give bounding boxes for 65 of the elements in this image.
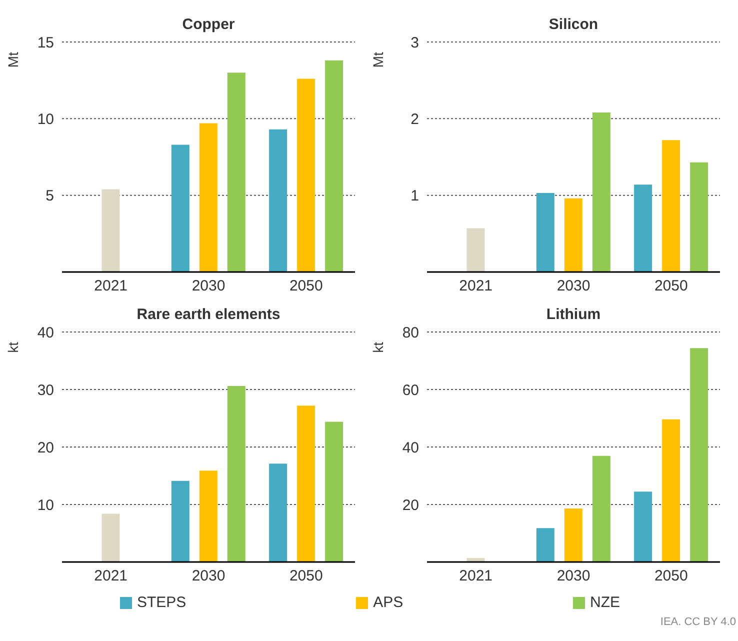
bar — [269, 129, 288, 272]
text: IEA. CC BY 4.0 — [660, 616, 736, 628]
bar — [199, 123, 218, 272]
y-tick-label: 40 — [37, 324, 54, 342]
bar — [564, 198, 582, 272]
bar — [466, 228, 485, 272]
y-tick-label: 20 — [37, 439, 54, 456]
x-tick-label: 2030 — [192, 278, 226, 295]
bar — [662, 140, 680, 272]
legend-label: NZE — [590, 594, 620, 611]
y-tick-label: 30 — [37, 382, 54, 399]
y-tick-label: 3 — [410, 34, 419, 52]
bar — [564, 508, 582, 562]
chart-title: Silicon — [548, 16, 600, 33]
bar — [199, 470, 218, 562]
bar — [325, 60, 344, 272]
bar — [592, 456, 610, 562]
y-tick-label: 10 — [37, 496, 54, 514]
bar — [662, 419, 680, 562]
bar — [297, 78, 316, 272]
y-tick-label: 1 — [410, 188, 419, 205]
bar — [634, 492, 652, 562]
x-tick-label: 2021 — [459, 568, 493, 585]
chart-title: Lithium — [545, 306, 602, 323]
bar — [536, 528, 554, 562]
bar — [269, 464, 288, 562]
bar — [634, 184, 652, 272]
bar — [690, 162, 708, 272]
y-tick-label: 60 — [402, 382, 419, 399]
x-tick-label: 2030 — [556, 568, 590, 585]
x-tick-label: 2050 — [654, 568, 688, 585]
x-tick-label: 2050 — [289, 568, 323, 585]
x-tick-label: 2021 — [94, 278, 128, 295]
bar — [227, 386, 246, 562]
bar — [102, 514, 120, 562]
y-axis-title: Mt — [370, 52, 386, 68]
legend-label: APS — [373, 594, 404, 611]
y-tick-label: 80 — [402, 324, 419, 342]
x-tick-label: 2050 — [289, 278, 323, 295]
bar — [592, 112, 610, 272]
bar — [536, 193, 554, 272]
y-tick-label: 2 — [410, 110, 419, 128]
y-axis-title: kt — [5, 342, 21, 353]
bar — [227, 72, 246, 272]
bar — [171, 144, 190, 272]
bar — [325, 422, 344, 562]
y-axis-title: Mt — [5, 52, 21, 68]
x-tick-label: 2021 — [94, 568, 128, 585]
y-tick-label: 10 — [37, 110, 54, 128]
y-tick-label: 40 — [402, 439, 419, 456]
legend-label: STEPS — [137, 594, 186, 611]
y-tick-label: 5 — [46, 188, 54, 205]
x-tick-label: 2050 — [654, 278, 688, 295]
chart-title: Rare earth elements — [136, 306, 282, 323]
y-axis-title: kt — [370, 342, 386, 353]
bar — [102, 189, 120, 272]
y-tick-label: 15 — [37, 34, 54, 52]
chart-title: Copper — [181, 16, 236, 33]
bar — [171, 480, 190, 562]
y-tick-label: 20 — [402, 496, 419, 514]
bar — [690, 348, 708, 562]
bar — [297, 406, 316, 562]
x-tick-label: 2021 — [459, 278, 493, 295]
x-tick-label: 2030 — [192, 568, 226, 585]
x-tick-label: 2030 — [556, 278, 590, 295]
